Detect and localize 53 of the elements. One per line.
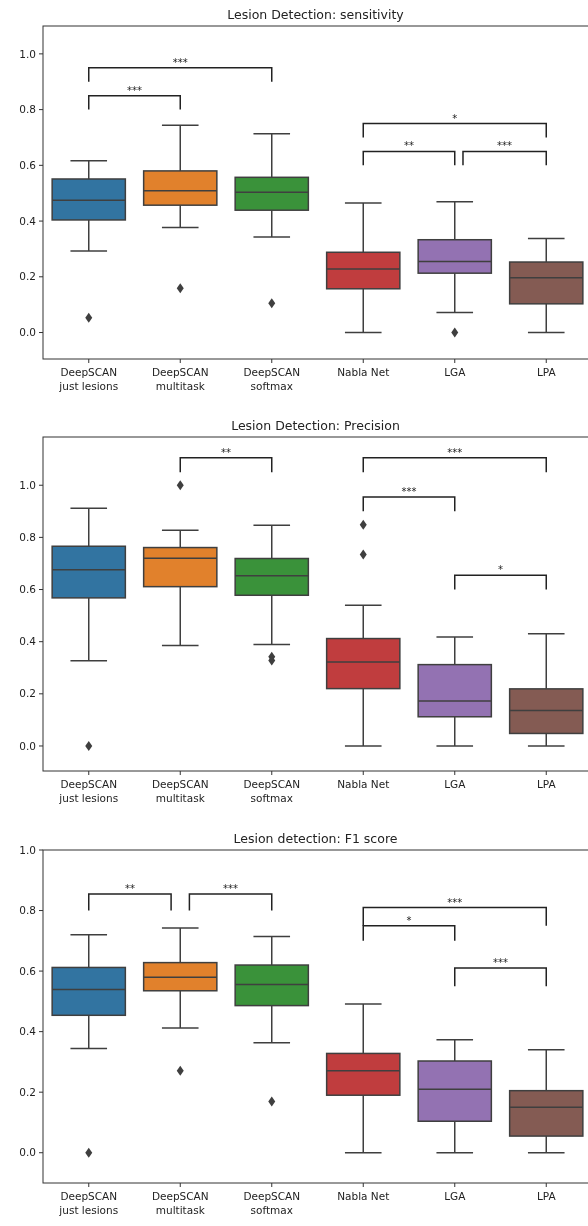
y-tick-label: 0.4: [19, 635, 37, 648]
y-tick-label: 0.2: [19, 687, 36, 700]
x-tick-label: LPA: [536, 1190, 557, 1202]
y-tick-label: 1.0: [19, 47, 36, 60]
x-tick-label: DeepSCAN just lesions: [58, 1190, 119, 1216]
annotation: ***: [401, 485, 417, 497]
x-tick-label: LGA: [444, 366, 467, 378]
y-tick-label: 0.0: [19, 326, 36, 339]
y-tick-label: 0.2: [19, 270, 36, 283]
chart-title: Lesion Detection: sensitivity: [227, 7, 405, 22]
y-tick-label: 0.8: [19, 103, 36, 116]
annotation: ***: [447, 446, 463, 458]
annotation: ***: [493, 957, 508, 969]
y-tick-label: 0.4: [19, 214, 37, 227]
y-tick-label: 0.2: [19, 1085, 36, 1098]
y-tick-label: 0.4: [19, 1025, 37, 1038]
x-tick-label: LGA: [444, 778, 467, 790]
x-tick-label: Nabla Net: [337, 366, 390, 378]
x-tick-label: DeepSCAN just lesions: [58, 778, 119, 804]
y-tick-label: 0.6: [19, 583, 37, 596]
y-tick-label: 1.0: [19, 843, 36, 856]
y-tick-label: 0.6: [19, 964, 37, 977]
annotation: ***: [172, 56, 188, 68]
annotation: ***: [223, 882, 239, 894]
x-tick-label: DeepSCAN softmax: [243, 366, 301, 392]
x-tick-label: DeepSCAN multitask: [151, 1190, 209, 1216]
x-tick-label: LGA: [444, 1190, 467, 1202]
x-tick-label: DeepSCAN multitask: [151, 366, 209, 392]
y-tick-label: 0.6: [19, 159, 37, 172]
x-tick-label: Nabla Net: [337, 1190, 390, 1202]
y-tick-label: 1.0: [19, 478, 36, 491]
x-tick-label: DeepSCAN multitask: [151, 778, 209, 804]
chart-title: Lesion Detection: Precision: [231, 418, 400, 433]
y-tick-label: 0.0: [19, 1146, 36, 1159]
annotation: ***: [127, 84, 142, 96]
y-tick-label: 0.8: [19, 904, 36, 917]
annotation: **: [124, 882, 135, 894]
annotation: *: [498, 564, 503, 576]
annotation: **: [404, 140, 414, 152]
x-tick-label: DeepSCAN softmax: [243, 778, 301, 804]
x-tick-label: LPA: [536, 366, 557, 378]
x-tick-label: LPA: [536, 778, 557, 790]
annotation: ***: [497, 140, 513, 152]
annotation: *: [452, 112, 458, 124]
y-tick-label: 0.0: [19, 739, 36, 752]
x-tick-label: DeepSCAN softmax: [243, 1190, 301, 1216]
y-tick-label: 0.8: [19, 531, 36, 544]
x-tick-label: Nabla Net: [337, 778, 390, 790]
annotation: **: [221, 446, 231, 458]
chart-title: Lesion detection: F1 score: [233, 831, 398, 846]
annotation: ***: [447, 896, 463, 908]
x-tick-label: DeepSCAN just lesions: [58, 366, 119, 392]
annotation: *: [406, 914, 412, 926]
